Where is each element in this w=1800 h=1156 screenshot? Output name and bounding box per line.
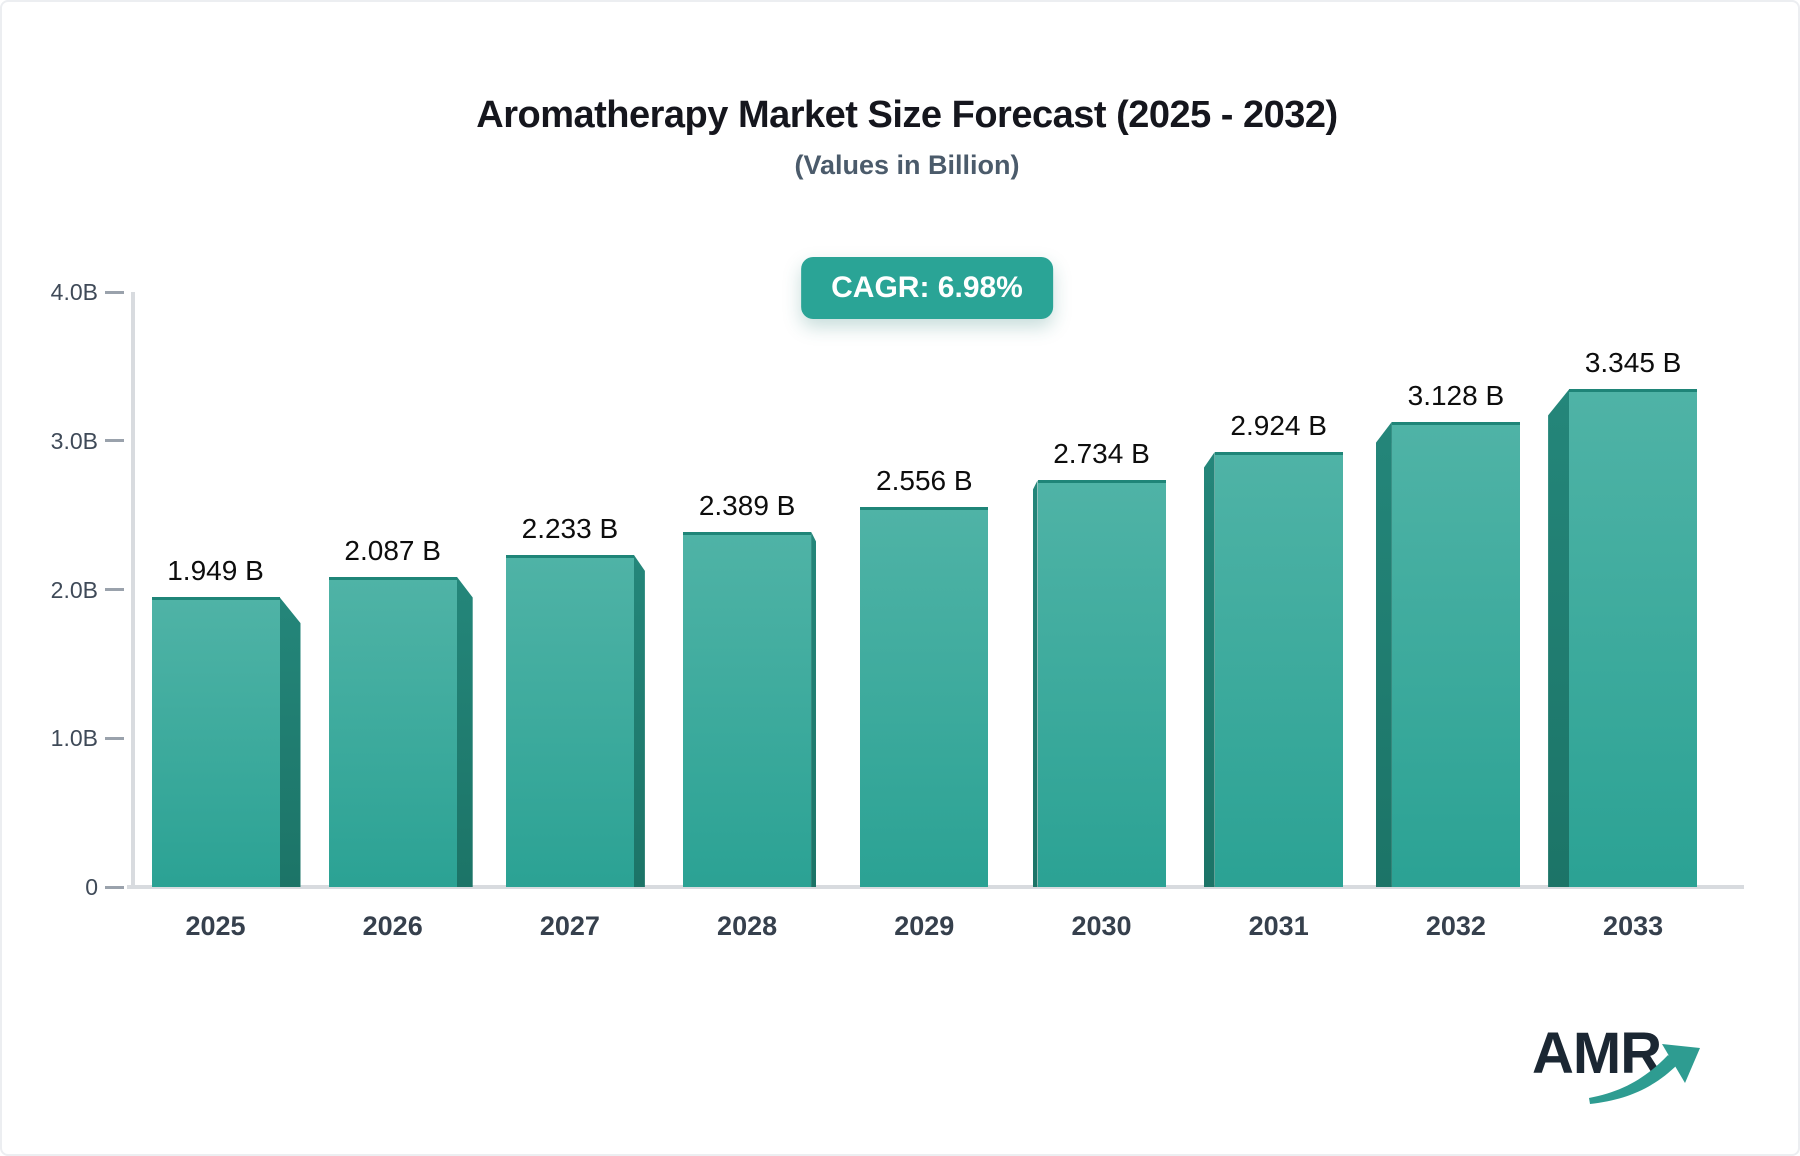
x-axis-label-2029: 2029 (894, 911, 955, 941)
x-axis-label-2030: 2030 (1071, 911, 1132, 941)
x-axis-label-2028: 2028 (717, 911, 778, 941)
bar-2028 (683, 531, 812, 887)
brand-logo: AMR (1532, 1020, 1710, 1104)
y-tick-dash (105, 290, 124, 294)
bar-value-label-2029: 2.556 B (876, 464, 973, 496)
y-axis-line (131, 292, 135, 887)
bar-value-label-2031: 2.924 B (1230, 410, 1327, 442)
x-axis-label-2025: 2025 (185, 911, 246, 941)
x-axis-baseline (127, 885, 1744, 889)
chart-title: Aromatherapy Market Size Forecast (2025 … (476, 94, 1338, 136)
bar-side-2025 (279, 597, 301, 887)
brand-logo-text: AMR (1532, 1021, 1662, 1086)
bar-value-label-2026: 2.087 B (344, 534, 441, 566)
bar-side-2030 (1032, 480, 1038, 887)
y-tick-label: 2.0B (50, 576, 98, 603)
trend-up-arrow-icon (1589, 1044, 1700, 1104)
y-tick-dash (105, 588, 124, 591)
bar-2029 (860, 506, 989, 887)
bar-2032 (1391, 421, 1520, 887)
bar-value-label-2027: 2.233 B (521, 512, 619, 544)
y-tick-label: 0 (85, 874, 98, 900)
bar-2027 (505, 554, 634, 887)
x-axis-label-2033: 2033 (1603, 911, 1664, 941)
y-tick-dash (105, 885, 124, 889)
bar-side-2027 (633, 554, 645, 887)
y-tick-label: 4.0B (50, 279, 98, 305)
bar-2025 (151, 597, 280, 887)
x-axis-label-2026: 2026 (362, 911, 423, 941)
x-axis-label-2027: 2027 (539, 911, 600, 941)
bar-2026 (328, 576, 457, 887)
cagr-badge: CAGR: 6.98% (801, 257, 1053, 319)
y-tick-dash (105, 439, 124, 443)
bar-side-2031 (1203, 452, 1215, 887)
bar-value-label-2030: 2.734 B (1053, 438, 1150, 470)
bar-2031 (1214, 452, 1343, 887)
x-axis-label-2032: 2032 (1425, 911, 1486, 941)
bar-2030 (1037, 480, 1166, 887)
y-tick-label: 3.0B (50, 427, 98, 454)
x-axis-label-2031: 2031 (1248, 911, 1309, 941)
bar-side-2028 (811, 531, 817, 887)
bar-side-2026 (456, 576, 473, 887)
y-tick-dash (105, 736, 124, 740)
chart-subtitle: (Values in Billion) (794, 150, 1020, 180)
bar-2033 (1569, 389, 1698, 887)
bar-value-label-2025: 1.949 B (167, 555, 264, 587)
bar-value-label-2032: 3.128 B (1407, 379, 1505, 411)
bar-side-2033 (1548, 389, 1570, 887)
bar-value-label-2028: 2.389 B (698, 489, 796, 521)
bar-value-label-2033: 3.345 B (1584, 347, 1682, 379)
y-tick-label: 1.0B (50, 725, 98, 752)
bar-side-2032 (1375, 421, 1392, 887)
